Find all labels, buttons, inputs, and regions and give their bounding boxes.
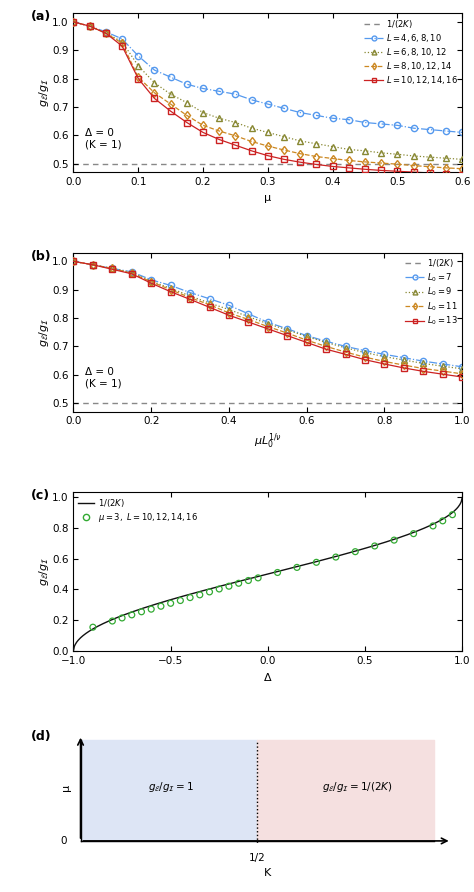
Legend: 1/(2$K$), $L = 4,6,8,10$, $L = 6,8,10,12$, $L = 8,10,12,14$, $L = 10,12,14,16$: 1/(2$K$), $L = 4,6,8,10$, $L = 6,8,10,12… xyxy=(365,18,458,86)
Legend: 1/(2$K$), $L_0 = 7$, $L_0 = 9$, $L_0 = 11$, $L_0 = 13$: 1/(2$K$), $L_0 = 7$, $L_0 = 9$, $L_0 = 1… xyxy=(405,257,458,327)
Point xyxy=(429,519,437,533)
Text: (b): (b) xyxy=(31,250,51,262)
Point xyxy=(206,585,213,599)
Point xyxy=(235,576,242,591)
X-axis label: $\mu L_0^{1/\nu}$: $\mu L_0^{1/\nu}$ xyxy=(254,432,282,452)
Text: Δ = 0
(K = 1): Δ = 0 (K = 1) xyxy=(85,368,122,389)
Point xyxy=(332,550,339,565)
Text: $g_{\boldsymbol{\mathcal{E}}}/g_{\boldsymbol{\mathcal{I}}} = 1$: $g_{\boldsymbol{\mathcal{E}}}/g_{\boldsy… xyxy=(148,780,193,795)
X-axis label: K: K xyxy=(264,868,272,879)
Y-axis label: $g_\mathcal{E}/g_\mathcal{I}$: $g_\mathcal{E}/g_\mathcal{I}$ xyxy=(36,558,51,586)
Text: (a): (a) xyxy=(31,10,51,23)
Y-axis label: $g_\mathcal{E}/g_\mathcal{I}$: $g_\mathcal{E}/g_\mathcal{I}$ xyxy=(36,318,51,347)
Text: Δ = 0
(K = 1): Δ = 0 (K = 1) xyxy=(85,128,122,149)
Point xyxy=(439,514,447,528)
Text: 0: 0 xyxy=(60,836,66,846)
Point xyxy=(196,588,203,602)
Point xyxy=(448,508,456,522)
Point xyxy=(371,539,378,553)
Point xyxy=(254,571,262,585)
Point xyxy=(293,560,301,574)
Point xyxy=(128,607,136,622)
Point xyxy=(225,579,233,593)
Point xyxy=(147,602,155,616)
X-axis label: μ: μ xyxy=(264,193,272,202)
Text: (d): (d) xyxy=(31,730,51,743)
Point xyxy=(410,526,417,541)
Point xyxy=(245,574,252,588)
Point xyxy=(137,605,145,619)
Text: $g_{\boldsymbol{\mathcal{E}}}/g_{\boldsymbol{\mathcal{I}}} = 1/(2K)$: $g_{\boldsymbol{\mathcal{E}}}/g_{\boldsy… xyxy=(322,780,392,795)
Point xyxy=(186,591,194,605)
Y-axis label: $g_\mathcal{E}/g_\mathcal{I}$: $g_\mathcal{E}/g_\mathcal{I}$ xyxy=(36,78,51,107)
Legend: 1/(2$K$), $\mu = 3,\ L = 10,12,14,16$: 1/(2$K$), $\mu = 3,\ L = 10,12,14,16$ xyxy=(78,497,198,524)
Point xyxy=(273,566,281,580)
Point xyxy=(390,533,398,548)
Point xyxy=(312,555,320,569)
Point xyxy=(89,620,97,634)
Point xyxy=(167,596,174,610)
Point xyxy=(351,544,359,558)
Point xyxy=(215,582,223,596)
Text: (c): (c) xyxy=(31,489,50,502)
Point xyxy=(118,611,126,625)
X-axis label: $\Delta$: $\Delta$ xyxy=(263,672,273,683)
Point xyxy=(176,593,184,607)
Point xyxy=(109,614,116,628)
Point xyxy=(157,599,164,614)
Y-axis label: μ: μ xyxy=(61,784,71,791)
